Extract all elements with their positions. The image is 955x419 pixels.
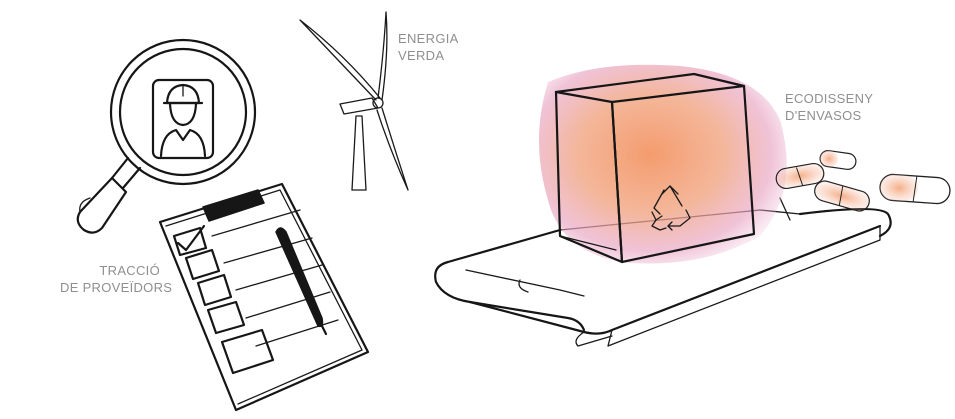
clipboard-checklist-icon	[158, 182, 370, 412]
traccio-line-1: TRACCIÓ	[99, 263, 160, 278]
checklist-box	[172, 224, 208, 257]
capsule-icon	[819, 150, 857, 170]
ecodisseny-label: ECODISSENY D'ENVASOS	[785, 90, 873, 124]
checklist-box	[206, 300, 246, 335]
energia-line-2: VERDA	[398, 48, 445, 63]
energia-verda-label: ENERGIA VERDA	[398, 30, 459, 64]
capsule-icon	[879, 173, 951, 205]
package-box-icon	[539, 64, 787, 264]
energia-line-1: ENERGIA	[398, 31, 459, 46]
checklist-box	[196, 273, 233, 307]
ecodisseny-line-1: ECODISSENY	[785, 91, 874, 106]
capsule-icon	[775, 162, 825, 190]
pen-icon	[275, 227, 328, 336]
wind-turbine-icon	[299, 11, 409, 191]
ecodisseny-line-2: D'ENVASOS	[785, 108, 862, 123]
traccio-label: TRACCIÓ DE PROVEÏDORS	[60, 262, 173, 296]
recycle-icon	[651, 185, 691, 231]
capsule-icon	[814, 180, 870, 212]
checklist-box	[220, 328, 275, 375]
checkmark-icon	[176, 224, 206, 252]
checklist-box	[184, 248, 221, 281]
worker-icon	[151, 78, 215, 160]
magnifying-glass-icon	[76, 38, 257, 234]
traccio-line-2: DE PROVEÏDORS	[60, 280, 173, 295]
conveyor-belt-icon	[434, 197, 892, 347]
